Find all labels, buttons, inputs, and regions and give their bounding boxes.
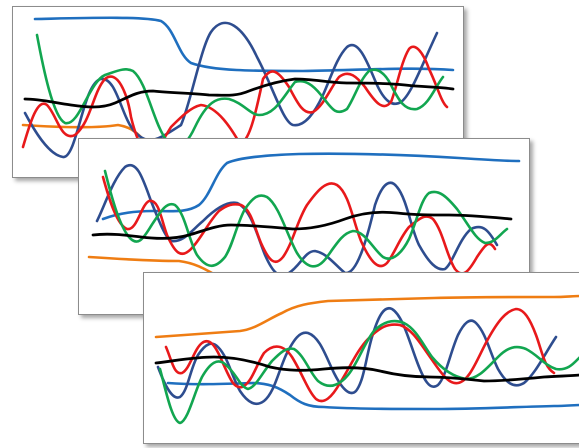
plot-canvas	[87, 152, 521, 279]
navy-curve	[156, 306, 558, 405]
navy-curve	[23, 21, 439, 159]
green-curve	[35, 33, 445, 149]
black-curve	[23, 77, 455, 109]
red-curve	[21, 45, 449, 157]
plot-canvas	[21, 16, 455, 159]
black-curve	[154, 355, 579, 383]
blue-curve	[166, 381, 579, 411]
blue-curve	[33, 16, 455, 73]
black-curve	[91, 210, 513, 240]
green-curve	[103, 169, 509, 268]
plot-panel-front	[143, 272, 579, 444]
orange-curve	[87, 255, 221, 279]
plot-canvas	[154, 294, 579, 425]
green-curve	[158, 319, 579, 425]
orange-curve	[154, 294, 579, 339]
navy-curve	[95, 163, 499, 277]
blue-curve	[101, 152, 521, 221]
